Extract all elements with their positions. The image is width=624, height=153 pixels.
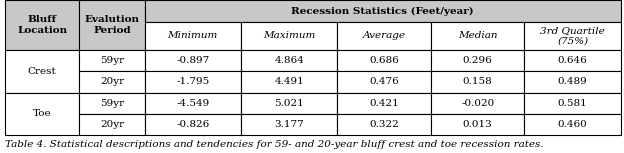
Bar (241, 22, 338, 50)
Text: Crest: Crest (28, 67, 57, 76)
Bar (525, 71, 621, 93)
Bar (338, 93, 431, 114)
Bar (525, 50, 621, 71)
Bar (338, 71, 431, 93)
Bar (431, 93, 525, 114)
Text: 0.460: 0.460 (558, 120, 588, 129)
Bar (241, 71, 338, 93)
Text: Median: Median (458, 31, 497, 40)
Bar (145, 93, 241, 114)
Bar (241, 114, 338, 135)
Text: 0.322: 0.322 (369, 120, 399, 129)
Text: Bluff
Location: Bluff Location (17, 15, 67, 35)
Bar (5, 50, 79, 93)
Bar (431, 114, 525, 135)
Text: 4.864: 4.864 (275, 56, 304, 65)
Text: Average: Average (363, 31, 406, 40)
Bar (79, 0, 145, 50)
Bar (79, 71, 145, 93)
Text: -0.826: -0.826 (176, 120, 210, 129)
Bar (79, 93, 145, 114)
Bar (79, 114, 145, 135)
Bar (145, 22, 241, 50)
Bar (145, 114, 241, 135)
Text: Toe: Toe (33, 110, 52, 118)
Text: 0.686: 0.686 (369, 56, 399, 65)
Text: -0.897: -0.897 (176, 56, 210, 65)
Bar (5, 0, 79, 50)
Bar (525, 22, 621, 50)
Text: 3.177: 3.177 (275, 120, 304, 129)
Text: 4.491: 4.491 (275, 77, 304, 86)
Text: 0.013: 0.013 (463, 120, 492, 129)
Text: -1.795: -1.795 (176, 77, 210, 86)
Text: 59yr: 59yr (100, 99, 124, 108)
Bar (145, 50, 241, 71)
Bar (145, 0, 621, 22)
Text: -0.020: -0.020 (461, 99, 494, 108)
Bar (431, 50, 525, 71)
Text: 5.021: 5.021 (275, 99, 304, 108)
Text: Evalution
Period: Evalution Period (84, 15, 140, 35)
Text: Table 4. Statistical descriptions and tendencies for 59- and 20-year bluff crest: Table 4. Statistical descriptions and te… (5, 140, 544, 149)
Text: 59yr: 59yr (100, 56, 124, 65)
Bar (338, 114, 431, 135)
Text: 3rd Quartile
(75%): 3rd Quartile (75%) (540, 26, 605, 46)
Bar (525, 114, 621, 135)
Bar (431, 22, 525, 50)
Bar (338, 22, 431, 50)
Bar (79, 50, 145, 71)
Text: 0.489: 0.489 (558, 77, 588, 86)
Text: 20yr: 20yr (100, 120, 124, 129)
Text: Minimum: Minimum (168, 31, 218, 40)
Bar (338, 50, 431, 71)
Bar (241, 50, 338, 71)
Bar (525, 93, 621, 114)
Text: 0.296: 0.296 (463, 56, 492, 65)
Bar (241, 93, 338, 114)
Text: Maximum: Maximum (263, 31, 315, 40)
Text: Recession Statistics (Feet/year): Recession Statistics (Feet/year) (291, 6, 474, 16)
Text: 0.421: 0.421 (369, 99, 399, 108)
Text: 0.646: 0.646 (558, 56, 588, 65)
Bar (431, 71, 525, 93)
Text: 0.476: 0.476 (369, 77, 399, 86)
Bar (145, 71, 241, 93)
Bar (5, 93, 79, 135)
Text: 0.581: 0.581 (558, 99, 588, 108)
Text: 0.158: 0.158 (463, 77, 492, 86)
Text: 20yr: 20yr (100, 77, 124, 86)
Text: -4.549: -4.549 (176, 99, 210, 108)
